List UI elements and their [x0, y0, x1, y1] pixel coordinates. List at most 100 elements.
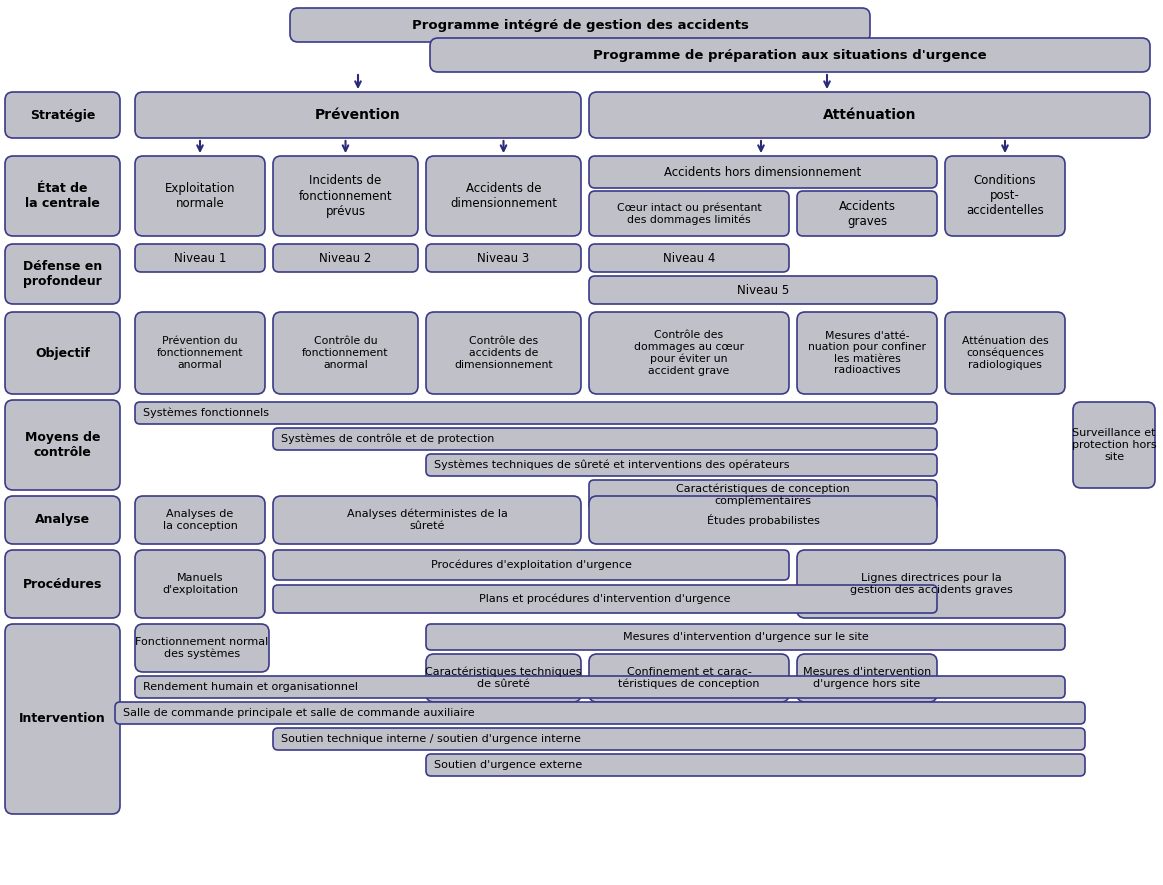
Text: Soutien technique interne / soutien d'urgence interne: Soutien technique interne / soutien d'ur…	[281, 734, 580, 744]
Text: Incidents de
fonctionnement
prévus: Incidents de fonctionnement prévus	[299, 174, 392, 218]
Text: Analyses de
la conception: Analyses de la conception	[163, 509, 237, 531]
FancyBboxPatch shape	[115, 702, 1085, 724]
Text: Niveau 4: Niveau 4	[663, 251, 715, 265]
FancyBboxPatch shape	[426, 312, 582, 394]
FancyBboxPatch shape	[135, 402, 937, 424]
FancyBboxPatch shape	[426, 624, 1065, 650]
Text: État de
la centrale: État de la centrale	[26, 182, 100, 210]
FancyBboxPatch shape	[588, 480, 937, 510]
Text: Prévention: Prévention	[315, 108, 401, 122]
Text: Mesures d'atté-
nuation pour confiner
les matières
radioactives: Mesures d'atté- nuation pour confiner le…	[808, 331, 926, 375]
FancyBboxPatch shape	[5, 92, 120, 138]
FancyBboxPatch shape	[135, 676, 1065, 698]
Text: Systèmes techniques de sûreté et interventions des opérateurs: Systèmes techniques de sûreté et interve…	[434, 459, 790, 470]
Text: Contrôle des
accidents de
dimensionnement: Contrôle des accidents de dimensionnemen…	[455, 336, 552, 370]
Text: Soutien d'urgence externe: Soutien d'urgence externe	[434, 760, 583, 770]
Text: Exploitation
normale: Exploitation normale	[165, 182, 235, 210]
Text: Études probabilistes: Études probabilistes	[707, 514, 820, 526]
FancyBboxPatch shape	[588, 92, 1150, 138]
FancyBboxPatch shape	[797, 550, 1065, 618]
Text: Analyses déterministes de la
sûreté: Analyses déterministes de la sûreté	[347, 509, 507, 531]
Text: Programme intégré de gestion des accidents: Programme intégré de gestion des acciden…	[412, 19, 749, 32]
FancyBboxPatch shape	[426, 654, 582, 702]
FancyBboxPatch shape	[426, 156, 582, 236]
FancyBboxPatch shape	[797, 654, 937, 702]
FancyBboxPatch shape	[5, 312, 120, 394]
FancyBboxPatch shape	[273, 496, 582, 544]
Text: Stratégie: Stratégie	[30, 109, 95, 121]
Text: Plans et procédures d'intervention d'urgence: Plans et procédures d'intervention d'urg…	[479, 594, 730, 604]
Text: Niveau 1: Niveau 1	[173, 251, 226, 265]
FancyBboxPatch shape	[5, 550, 120, 618]
Text: Conditions
post-
accidentelles: Conditions post- accidentelles	[966, 174, 1044, 218]
Text: Contrôle du
fonctionnement
anormal: Contrôle du fonctionnement anormal	[302, 336, 388, 370]
Text: Salle de commande principale et salle de commande auxiliaire: Salle de commande principale et salle de…	[123, 708, 475, 718]
FancyBboxPatch shape	[588, 191, 789, 236]
Text: Caractéristiques de conception
complémentaires: Caractéristiques de conception complémen…	[676, 483, 850, 506]
Text: Procédures: Procédures	[23, 578, 102, 590]
Text: Cœur intact ou présentant
des dommages limités: Cœur intact ou présentant des dommages l…	[616, 202, 762, 225]
Text: Accidents de
dimensionnement: Accidents de dimensionnement	[450, 182, 557, 210]
Text: Systèmes fonctionnels: Systèmes fonctionnels	[143, 408, 269, 419]
FancyBboxPatch shape	[273, 312, 418, 394]
Text: Procédures d'exploitation d'urgence: Procédures d'exploitation d'urgence	[430, 559, 632, 570]
FancyBboxPatch shape	[5, 156, 120, 236]
Text: Fonctionnement normal
des systèmes: Fonctionnement normal des systèmes	[135, 637, 269, 659]
Text: Mesures d'intervention d'urgence sur le site: Mesures d'intervention d'urgence sur le …	[622, 632, 869, 642]
FancyBboxPatch shape	[135, 156, 265, 236]
FancyBboxPatch shape	[588, 654, 789, 702]
FancyBboxPatch shape	[797, 191, 937, 236]
FancyBboxPatch shape	[5, 624, 120, 814]
FancyBboxPatch shape	[588, 244, 789, 272]
Text: Manuels
d'exploitation: Manuels d'exploitation	[162, 573, 238, 595]
FancyBboxPatch shape	[426, 754, 1085, 776]
FancyBboxPatch shape	[946, 156, 1065, 236]
FancyBboxPatch shape	[135, 496, 265, 544]
FancyBboxPatch shape	[135, 92, 582, 138]
Text: Programme de préparation aux situations d'urgence: Programme de préparation aux situations …	[593, 49, 987, 61]
FancyBboxPatch shape	[135, 244, 265, 272]
FancyBboxPatch shape	[290, 8, 870, 42]
FancyBboxPatch shape	[588, 156, 937, 188]
Text: Contrôle des
dommages au cœur
pour éviter un
accident grave: Contrôle des dommages au cœur pour évite…	[634, 330, 744, 376]
FancyBboxPatch shape	[273, 728, 1085, 750]
Text: Accidents
graves: Accidents graves	[839, 199, 896, 227]
FancyBboxPatch shape	[273, 428, 937, 450]
FancyBboxPatch shape	[426, 454, 937, 476]
Text: Accidents hors dimensionnement: Accidents hors dimensionnement	[664, 165, 862, 179]
Text: Défense en
profondeur: Défense en profondeur	[23, 260, 102, 288]
FancyBboxPatch shape	[273, 156, 418, 236]
Text: Prévention du
fonctionnement
anormal: Prévention du fonctionnement anormal	[157, 336, 243, 370]
Text: Moyens de
contrôle: Moyens de contrôle	[24, 431, 100, 459]
FancyBboxPatch shape	[5, 496, 120, 544]
Text: Niveau 2: Niveau 2	[320, 251, 372, 265]
FancyBboxPatch shape	[5, 400, 120, 490]
FancyBboxPatch shape	[135, 624, 269, 672]
Text: Niveau 3: Niveau 3	[477, 251, 529, 265]
FancyBboxPatch shape	[135, 550, 265, 618]
Text: Objectif: Objectif	[35, 347, 90, 359]
FancyBboxPatch shape	[588, 496, 937, 544]
Text: Niveau 5: Niveau 5	[737, 283, 790, 296]
FancyBboxPatch shape	[426, 244, 582, 272]
FancyBboxPatch shape	[273, 585, 937, 613]
Text: Lignes directrices pour la
gestion des accidents graves: Lignes directrices pour la gestion des a…	[850, 573, 1012, 595]
Text: Surveillance et
protection hors
site: Surveillance et protection hors site	[1071, 428, 1156, 462]
Text: Caractéristiques techniques
de sûreté: Caractéristiques techniques de sûreté	[426, 667, 582, 689]
Text: Atténuation des
conséquences
radiologiques: Atténuation des conséquences radiologiqu…	[962, 336, 1048, 370]
FancyBboxPatch shape	[797, 312, 937, 394]
FancyBboxPatch shape	[588, 276, 937, 304]
FancyBboxPatch shape	[135, 312, 265, 394]
Text: Mesures d'intervention
d'urgence hors site: Mesures d'intervention d'urgence hors si…	[802, 667, 932, 689]
FancyBboxPatch shape	[5, 244, 120, 304]
Text: Confinement et carac-
téristiques de conception: Confinement et carac- téristiques de con…	[619, 667, 759, 689]
Text: Atténuation: Atténuation	[822, 108, 916, 122]
Text: Systèmes de contrôle et de protection: Systèmes de contrôle et de protection	[281, 434, 494, 444]
Text: Rendement humain et organisationnel: Rendement humain et organisationnel	[143, 682, 358, 692]
Text: Intervention: Intervention	[19, 712, 106, 726]
Text: Analyse: Analyse	[35, 513, 90, 527]
FancyBboxPatch shape	[273, 244, 418, 272]
FancyBboxPatch shape	[430, 38, 1150, 72]
FancyBboxPatch shape	[1073, 402, 1155, 488]
FancyBboxPatch shape	[273, 550, 789, 580]
